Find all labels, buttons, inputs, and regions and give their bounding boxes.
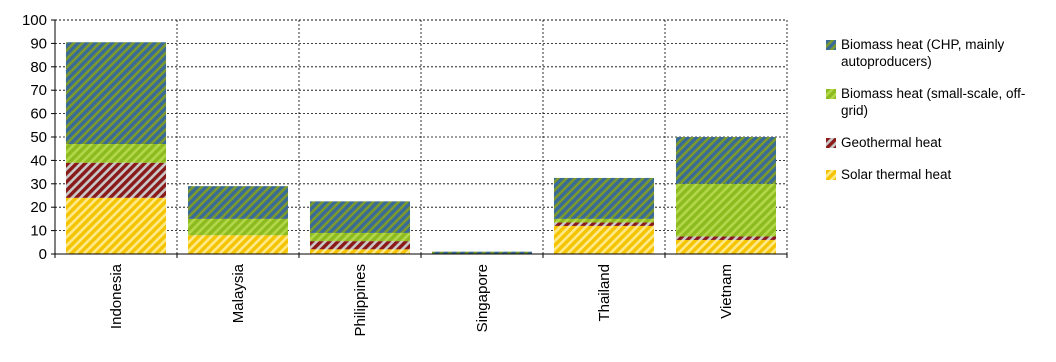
bar-thailand-series-1: [553, 222, 655, 226]
y-tick-label: 30: [30, 176, 47, 193]
y-tick-label: 0: [39, 246, 47, 263]
bar-malaysia-series-0: [187, 235, 289, 254]
legend-swatch: [826, 89, 836, 99]
bar-philippines-series-0: [309, 249, 411, 254]
legend-item: Geothermal heat: [826, 134, 1051, 151]
bar-indonesia-series-2: [65, 144, 167, 163]
y-tick-label: 50: [30, 129, 47, 146]
legend-item: Biomass heat (CHP, mainly autoproducers): [826, 36, 1051, 70]
legend-swatch: [826, 138, 836, 148]
bar-vietnam-series-1: [675, 236, 777, 240]
x-tick-label-philippines: Philippines: [352, 264, 369, 337]
legend-swatch: [826, 170, 836, 180]
bar-thailand-series-0: [553, 225, 655, 254]
bar-thailand-series-2: [553, 218, 655, 223]
bar-philippines-series-1: [309, 241, 411, 250]
bar-thailand-series-3: [553, 177, 655, 219]
x-tick-label-singapore: Singapore: [474, 264, 491, 332]
bar-malaysia-series-2: [187, 218, 289, 236]
y-tick-label: 60: [30, 106, 47, 123]
bar-vietnam-series-0: [675, 239, 777, 254]
x-tick-label-indonesia: Indonesia: [108, 263, 125, 329]
bar-vietnam-series-2: [675, 183, 777, 237]
x-axis-tick-labels: Indonesia Malaysia Philippines Singapore Tha…: [108, 263, 735, 336]
y-tick-label: 10: [30, 223, 47, 240]
y-tick-label: 70: [30, 82, 47, 99]
bar-singapore-series-3: [431, 251, 533, 254]
x-tick-label-thailand: Thailand: [596, 264, 613, 322]
legend: Biomass heat (CHP, mainly autoproducers)…: [826, 36, 1051, 198]
y-axis-tick-labels: 0 10 20 30 40 50 60 70 80 90 100: [22, 12, 47, 263]
legend-swatch: [826, 40, 836, 50]
y-tick-label: 40: [30, 152, 47, 169]
legend-label: Biomass heat (small-scale, off-grid): [841, 86, 1026, 118]
y-tick-label: 100: [22, 12, 47, 29]
x-tick-label-vietnam: Vietnam: [718, 264, 735, 319]
y-tick-label: 90: [30, 35, 47, 52]
bar-indonesia-series-0: [65, 197, 167, 254]
bar-vietnam-series-3: [675, 137, 777, 184]
y-tick-label: 80: [30, 59, 47, 76]
legend-label: Geothermal heat: [841, 135, 942, 150]
axes: [51, 19, 788, 258]
bar-philippines-series-2: [309, 232, 411, 242]
legend-label: Biomass heat (CHP, mainly autoproducers): [841, 37, 1005, 69]
bars: [65, 42, 777, 254]
y-tick-label: 20: [30, 199, 47, 216]
legend-label: Solar thermal heat: [841, 167, 952, 182]
bar-malaysia-series-3: [187, 186, 289, 219]
legend-item: Biomass heat (small-scale, off-grid): [826, 85, 1051, 119]
bar-indonesia-series-3: [65, 42, 167, 145]
bar-philippines-series-3: [309, 201, 411, 233]
x-tick-label-malaysia: Malaysia: [230, 263, 247, 323]
bar-indonesia-series-1: [65, 162, 167, 198]
gridlines: [54, 19, 788, 255]
legend-item: Solar thermal heat: [826, 166, 1051, 183]
